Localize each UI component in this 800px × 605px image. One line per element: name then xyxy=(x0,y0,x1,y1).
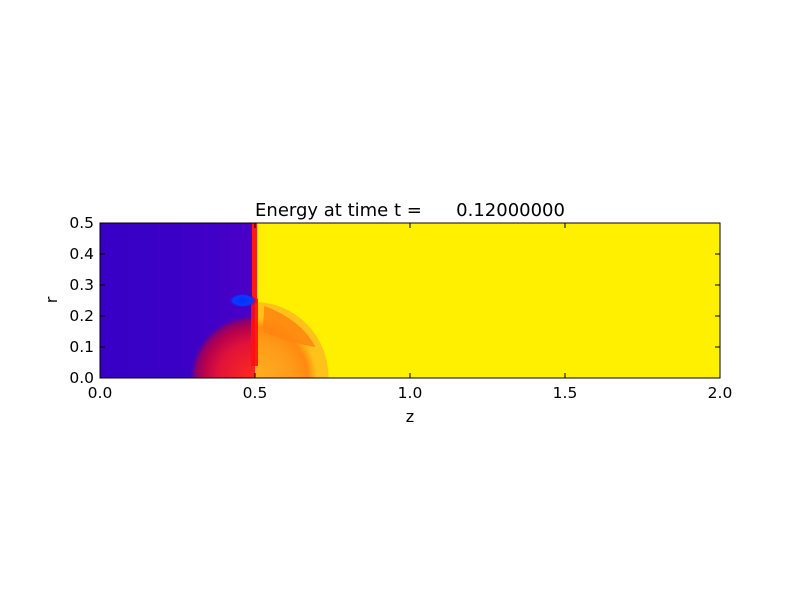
y-tick-label: 0.0 xyxy=(69,369,94,387)
y-tick-label: 0.3 xyxy=(69,276,94,294)
x-axis: 0.0 0.5 1.0 1.5 2.0 xyxy=(88,223,733,402)
x-tick-label: 1.5 xyxy=(553,384,578,402)
bubble-shear-band xyxy=(262,305,316,347)
y-tick-label: 0.4 xyxy=(69,245,94,263)
x-tick-label: 1.0 xyxy=(398,384,423,402)
x-tick-label: 2.0 xyxy=(708,384,733,402)
high-energy-region xyxy=(255,223,720,378)
x-tick-label: 0.0 xyxy=(88,384,113,402)
y-tick-label: 0.5 xyxy=(69,214,94,232)
x-tick-label: 0.5 xyxy=(243,384,268,402)
interface-line xyxy=(252,223,257,304)
y-axis-label: r xyxy=(42,296,61,303)
heatmap-field xyxy=(100,223,720,378)
x-axis-label: z xyxy=(406,407,414,426)
vortex-spot xyxy=(228,293,257,308)
y-tick-label: 0.1 xyxy=(69,338,94,356)
chart-title: Energy at time t = 0.12000000 xyxy=(255,200,565,221)
y-axis: 0.0 0.1 0.2 0.3 0.4 0.5 xyxy=(69,214,720,387)
bubble-inner xyxy=(179,300,255,378)
y-tick-label: 0.2 xyxy=(69,307,94,325)
interface-lower xyxy=(251,298,258,366)
